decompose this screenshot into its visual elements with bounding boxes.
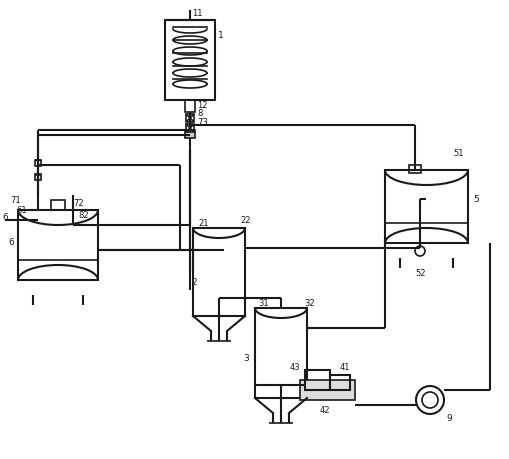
Bar [51, 200, 65, 210]
Text: 5: 5 [473, 195, 479, 203]
Text: 3: 3 [243, 353, 249, 363]
Bar [186, 124, 194, 132]
Text: 9: 9 [446, 414, 452, 422]
Bar [35, 174, 41, 180]
Bar [193, 228, 245, 316]
Text: 11: 11 [192, 9, 203, 17]
Text: 41: 41 [340, 363, 351, 371]
Text: 31: 31 [258, 298, 269, 308]
Bar [165, 20, 215, 100]
Bar [35, 160, 41, 166]
Text: 51: 51 [453, 149, 464, 157]
Bar [185, 130, 195, 138]
Text: 1: 1 [218, 30, 224, 39]
Bar [409, 165, 421, 173]
Text: 52: 52 [415, 269, 426, 278]
Text: 73: 73 [197, 118, 208, 127]
Bar [330, 375, 350, 390]
Text: 72: 72 [73, 198, 83, 207]
Bar [305, 370, 330, 390]
Text: 43: 43 [290, 363, 301, 371]
Text: 8: 8 [197, 108, 203, 118]
Text: 32: 32 [304, 298, 315, 308]
Text: 12: 12 [197, 101, 208, 110]
Bar [186, 114, 194, 122]
Text: 21: 21 [198, 218, 209, 228]
Text: 22: 22 [240, 215, 250, 224]
Text: 6: 6 [2, 213, 8, 222]
Text: 71: 71 [10, 196, 21, 205]
Text: 2: 2 [191, 278, 196, 286]
Text: 6: 6 [8, 237, 14, 246]
Bar [385, 170, 468, 243]
Text: 82: 82 [78, 211, 89, 219]
Bar [300, 380, 355, 400]
Bar [255, 308, 307, 398]
Text: 42: 42 [320, 405, 330, 414]
Bar [18, 210, 98, 280]
Bar [185, 100, 195, 112]
Text: 61: 61 [16, 206, 26, 214]
